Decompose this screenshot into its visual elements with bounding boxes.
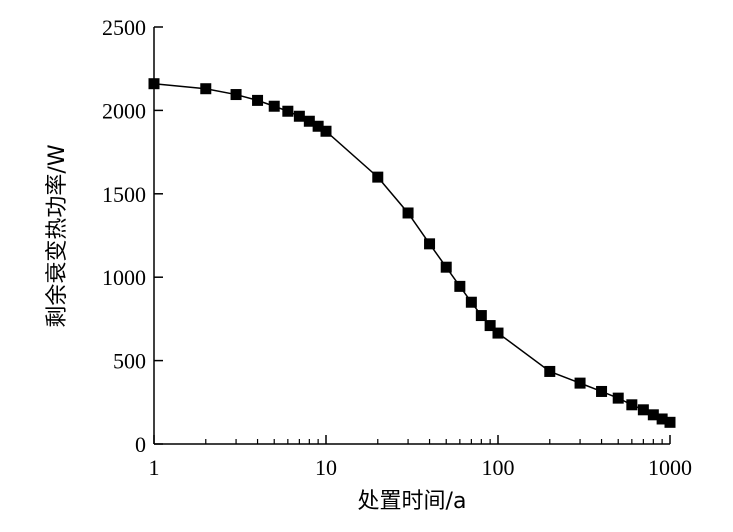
y-axis-title: 剩余衰变热功率/W	[45, 144, 70, 327]
data-point	[544, 365, 556, 377]
x-tick-label: 100	[482, 455, 515, 480]
y-ticks: 0 500 1000 1500 2000 2500	[102, 15, 163, 457]
y-tick-label: 1500	[102, 182, 146, 207]
axes	[153, 27, 670, 445]
data-point	[303, 115, 315, 127]
data-point	[230, 89, 242, 101]
x-ticks: 1 10 100 1000	[149, 435, 692, 480]
data-point	[465, 296, 477, 308]
y-tick-label: 2500	[102, 15, 146, 40]
x-tick-label: 1000	[648, 455, 692, 480]
data-point	[664, 416, 676, 428]
data-point	[454, 280, 466, 292]
data-point	[574, 377, 586, 389]
y-tick-label: 1000	[102, 265, 146, 290]
data-point	[372, 171, 384, 183]
data-point	[626, 399, 638, 411]
data-point	[320, 125, 332, 137]
data-point	[484, 320, 496, 332]
x-tick-label: 1	[149, 455, 160, 480]
x-axis-title: 处置时间/a	[358, 489, 467, 514]
data-point	[656, 413, 668, 425]
data-point	[252, 94, 264, 106]
data-point	[282, 105, 294, 117]
y-tick-label: 0	[135, 432, 146, 457]
data-point	[148, 78, 160, 90]
data-point	[612, 392, 624, 404]
data-point	[200, 83, 212, 95]
data-point	[647, 409, 659, 421]
series-line	[153, 82, 671, 424]
data-point	[475, 310, 487, 322]
data-point	[268, 100, 280, 112]
series-layer	[148, 78, 676, 428]
data-point	[424, 238, 436, 250]
y-tick-label: 500	[113, 349, 146, 374]
data-point	[402, 207, 414, 219]
data-point	[440, 261, 452, 273]
y-tick-label: 2000	[102, 98, 146, 123]
data-point	[596, 385, 608, 397]
data-point	[492, 327, 504, 339]
data-point	[312, 120, 324, 132]
data-point	[293, 110, 305, 122]
data-point	[637, 404, 649, 416]
x-tick-label: 10	[315, 455, 337, 480]
